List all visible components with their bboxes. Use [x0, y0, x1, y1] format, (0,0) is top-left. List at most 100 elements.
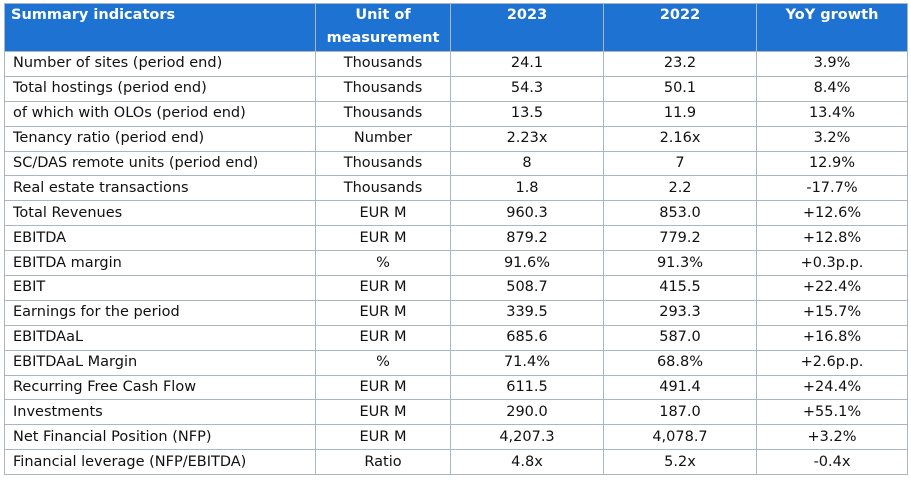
table-row: Total Revenues EUR M 960.3 853.0 +12.6% [4, 200, 908, 227]
row-unit: EUR M [315, 324, 451, 351]
row-yoy-growth: +16.8% [756, 324, 908, 351]
header-unit: Unit of measurement [315, 3, 451, 52]
row-label: Real estate transactions [4, 175, 316, 202]
row-value-2022: 11.9 [603, 100, 757, 127]
row-yoy-growth: 3.2% [756, 125, 908, 152]
table-row: EBITDA margin% 91.6% 91.3% +0.3p.p. [4, 250, 908, 277]
table-row: Number of sites (period end) Thousands 24.… [4, 51, 908, 77]
row-label: Net Financial Position (NFP) [4, 424, 316, 451]
row-yoy-growth: 3.9% [756, 51, 908, 77]
row-yoy-growth: +55.1% [756, 399, 908, 426]
row-yoy-growth: 8.4% [756, 75, 908, 102]
row-value-2023: 508.7 [450, 275, 604, 301]
row-value-2023: 91.6% [450, 250, 604, 277]
table-row: EBITDAaL EUR M 685.6 587.0 +16.8% [4, 324, 908, 351]
row-unit: Thousands [315, 75, 451, 102]
row-label: Tenancy ratio (period end) [4, 125, 316, 152]
table-row: Total hostings (period end) Thousands 54.3… [4, 75, 908, 102]
row-yoy-growth: +12.6% [756, 200, 908, 227]
row-label: Earnings for the period [4, 299, 316, 326]
row-unit: EUR M [315, 399, 451, 426]
row-value-2023: 290.0 [450, 399, 604, 426]
row-value-2023: 339.5 [450, 299, 604, 326]
row-label: of which with OLOs (period end) [4, 100, 316, 127]
header-unit-line2: measurement [326, 30, 440, 46]
row-yoy-growth: +0.3p.p. [756, 250, 908, 277]
row-value-2022: 293.3 [603, 299, 757, 326]
row-value-2022: 491.4 [603, 374, 757, 401]
summary-indicators-table: Summary indicators Unit of measurement 2… [4, 3, 908, 476]
row-label: EBITDAaL Margin [4, 349, 316, 376]
header-yoy: YoY growth [756, 3, 908, 52]
row-yoy-growth: +24.4% [756, 374, 908, 401]
header-indicator: Summary indicators [4, 3, 316, 52]
row-label: EBITDA [4, 225, 316, 252]
row-unit: Thousands [315, 51, 451, 77]
header-2023: 2023 [450, 3, 604, 52]
row-unit: Thousands [315, 175, 451, 202]
row-unit: Thousands [315, 150, 451, 177]
table-row: of which with OLOs (period end) Thousands… [4, 100, 908, 127]
row-unit: EUR M [315, 424, 451, 451]
row-label: EBIT [4, 275, 316, 301]
row-value-2022: 415.5 [603, 275, 757, 301]
table-row: Recurring Free Cash Flow EUR M 611.5 491.4 +… [4, 374, 908, 401]
row-value-2023: 611.5 [450, 374, 604, 401]
row-unit: EUR M [315, 299, 451, 326]
row-value-2022: 23.2 [603, 51, 757, 77]
row-unit: EUR M [315, 200, 451, 227]
table-row: EBIT EUR M 508.7 415.5 +22.4% [4, 275, 908, 301]
row-yoy-growth: +3.2% [756, 424, 908, 451]
row-value-2022: 779.2 [603, 225, 757, 252]
row-label: EBITDA margin [4, 250, 316, 277]
row-label: Investments [4, 399, 316, 426]
row-yoy-growth: -0.4x [756, 449, 908, 476]
row-value-2023: 8 [450, 150, 604, 177]
row-value-2023: 4,207.3 [450, 424, 604, 451]
row-value-2022: 68.8% [603, 349, 757, 376]
row-value-2022: 2.2 [603, 175, 757, 202]
row-label: Financial leverage (NFP/EBITDA) [4, 449, 316, 476]
row-unit: % [315, 250, 451, 277]
row-value-2023: 24.1 [450, 51, 604, 77]
row-value-2022: 4,078.7 [603, 424, 757, 451]
header-row: Summary indicators Unit of measurement 2… [4, 3, 908, 52]
header-unit-line1: Unit of [355, 7, 411, 23]
row-value-2023: 685.6 [450, 324, 604, 351]
row-yoy-growth: +22.4% [756, 275, 908, 301]
row-value-2022: 50.1 [603, 75, 757, 102]
row-label: Total Revenues [4, 200, 316, 227]
row-value-2022: 7 [603, 150, 757, 177]
table-header: Summary indicators Unit of measurement 2… [4, 3, 908, 52]
row-value-2023: 960.3 [450, 200, 604, 227]
row-value-2022: 5.2x [603, 449, 757, 476]
row-yoy-growth: 13.4% [756, 100, 908, 127]
table-row: EBITDAaL Margin% 71.4% 68.8% +2.6p.p. [4, 349, 908, 376]
row-label: Recurring Free Cash Flow [4, 374, 316, 401]
table-row: Tenancy ratio (period end) Number 2.23x 2.1… [4, 125, 908, 152]
row-yoy-growth: +2.6p.p. [756, 349, 908, 376]
row-unit: EUR M [315, 275, 451, 301]
table-body: Number of sites (period end) Thousands 24.… [4, 51, 908, 476]
row-value-2023: 71.4% [450, 349, 604, 376]
row-value-2022: 587.0 [603, 324, 757, 351]
table-row: Investments EUR M 290.0 187.0 +55.1% [4, 399, 908, 426]
row-value-2022: 2.16x [603, 125, 757, 152]
row-yoy-growth: +15.7% [756, 299, 908, 326]
row-value-2023: 4.8x [450, 449, 604, 476]
row-value-2022: 187.0 [603, 399, 757, 426]
row-label: Total hostings (period end) [4, 75, 316, 102]
row-unit: Number [315, 125, 451, 152]
row-yoy-growth: 12.9% [756, 150, 908, 177]
row-value-2023: 879.2 [450, 225, 604, 252]
row-value-2022: 91.3% [603, 250, 757, 277]
row-label: SC/DAS remote units (period end) [4, 150, 316, 177]
row-yoy-growth: -17.7% [756, 175, 908, 202]
row-value-2023: 54.3 [450, 75, 604, 102]
row-value-2023: 13.5 [450, 100, 604, 127]
row-unit: EUR M [315, 225, 451, 252]
table-row: EBITDA EUR M 879.2 779.2 +12.8% [4, 225, 908, 252]
row-unit: EUR M [315, 374, 451, 401]
row-value-2023: 2.23x [450, 125, 604, 152]
table-row: Financial leverage (NFP/EBITDA) Ratio 4.8x… [4, 449, 908, 476]
